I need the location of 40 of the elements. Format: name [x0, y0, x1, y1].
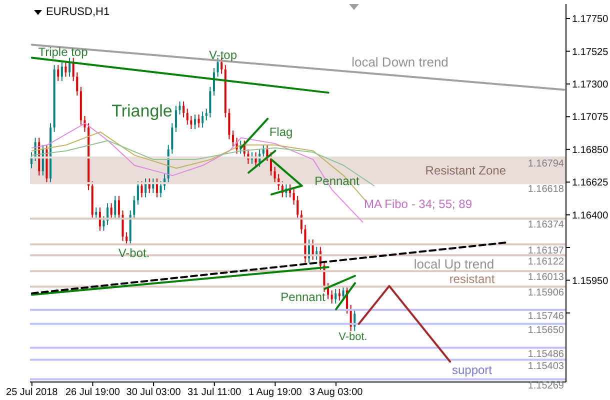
annotation: local Down trend — [352, 54, 448, 70]
annotation: MA Fibo - 34; 55; 89 — [364, 197, 472, 211]
y-tick-label: 1.16850 — [572, 144, 609, 156]
y-tick-label: 1.17750 — [572, 14, 609, 26]
y-tick-label: 1.16625 — [572, 178, 609, 189]
ref-line-label: 1.16013 — [528, 272, 564, 284]
ref-line-label: 1.16122 — [528, 256, 564, 268]
annotation: V-bot. — [118, 246, 150, 260]
ref-line-label: 1.15746 — [528, 310, 564, 322]
annotation: V-top — [208, 48, 238, 62]
band-label: Resistant Zone — [425, 164, 506, 178]
ref-line-label: 1.15906 — [528, 288, 564, 299]
x-tick-label: 26 Jul 19:00 — [65, 387, 120, 398]
x-tick-label: 1 Aug 19:00 — [248, 387, 302, 398]
chart-title: EURUSD,H1 — [46, 6, 110, 18]
annotation: Triangle — [112, 102, 172, 120]
y-tick-label: 1.17075 — [572, 112, 609, 124]
x-tick-label: 31 Jul 11:00 — [187, 387, 242, 398]
annotation: Pennant — [280, 290, 326, 304]
y-tick-label: 1.17300 — [572, 80, 609, 91]
ref-line-label: 1.15650 — [528, 324, 564, 336]
x-tick-label: 30 Jul 03:00 — [126, 387, 182, 398]
ref-line-label: 1.16794 — [528, 158, 564, 170]
y-tick-label: 1.15950 — [572, 276, 609, 287]
ref-line-label: 1.15269 — [528, 380, 564, 392]
annotation: resistant — [449, 272, 496, 286]
annotation: Triple top — [38, 45, 88, 59]
annotation: support — [452, 363, 493, 377]
ref-line-label: 1.15403 — [528, 360, 564, 372]
ref-line-label: 1.15486 — [528, 348, 564, 360]
y-tick-label: 1.16400 — [572, 210, 609, 222]
ref-line-label: 1.16618 — [528, 184, 564, 196]
ref-line-label: 1.16197 — [528, 245, 564, 256]
x-tick-label: 25 Jul 2018 — [6, 387, 58, 398]
x-tick-label: 3 Aug 03:00 — [309, 387, 364, 398]
annotation: local Up trend — [414, 256, 494, 272]
ref-line-label: 1.16374 — [528, 220, 564, 231]
annotation: V-bot. — [338, 331, 368, 343]
annotation: Flag — [269, 125, 293, 139]
y-tick-label: 1.17525 — [572, 46, 609, 58]
